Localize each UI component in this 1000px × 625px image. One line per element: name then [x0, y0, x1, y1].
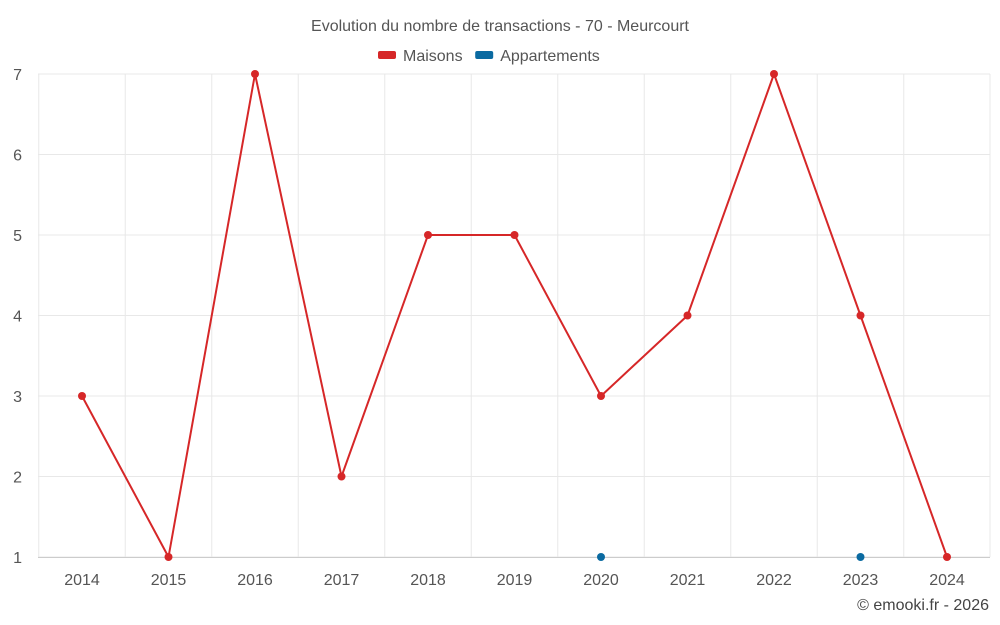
y-tick-label: 6 — [13, 148, 22, 165]
legend-item-appartements[interactable]: Appartements — [475, 48, 600, 65]
y-axis-ticks: 1 2 3 4 5 6 7 — [13, 67, 22, 567]
x-tick-label: 2018 — [410, 572, 446, 589]
x-tick-label: 2021 — [670, 572, 706, 589]
legend[interactable]: Maisons Appartements — [378, 48, 600, 65]
y-tick-label: 2 — [13, 470, 22, 487]
y-tick-label: 3 — [13, 389, 22, 406]
data-point-maisons — [856, 311, 865, 320]
legend-swatch — [378, 51, 396, 59]
y-tick-label: 4 — [13, 309, 22, 326]
data-point-maisons — [424, 231, 432, 239]
data-point-maisons — [78, 392, 86, 400]
x-tick-label: 2019 — [497, 572, 533, 589]
x-tick-label: 2014 — [64, 572, 100, 589]
x-tick-label: 2016 — [237, 572, 273, 589]
data-point-maisons — [770, 70, 778, 78]
legend-item-maisons[interactable]: Maisons — [378, 48, 463, 65]
x-tick-label: 2015 — [151, 572, 187, 589]
data-point-maisons — [251, 70, 259, 78]
data-point-maisons — [597, 392, 605, 400]
x-tick-label: 2020 — [583, 572, 619, 589]
data-point-maisons — [510, 231, 519, 239]
series-group — [78, 70, 951, 561]
y-tick-label: 7 — [13, 67, 22, 84]
x-tick-label: 2024 — [929, 572, 965, 589]
credit-text: © emooki.fr - 2026 — [857, 597, 989, 614]
x-tick-label: 2023 — [843, 572, 879, 589]
chart-title: Evolution du nombre de transactions - 70… — [311, 18, 690, 35]
data-point-maisons — [337, 472, 346, 481]
data-point-maisons — [164, 553, 173, 561]
y-tick-label: 1 — [13, 550, 22, 567]
x-tick-label: 2017 — [324, 572, 360, 589]
legend-label: Appartements — [500, 48, 600, 65]
x-tick-label: 2022 — [756, 572, 792, 589]
legend-swatch — [475, 51, 494, 59]
x-axis-ticks: 2014 2015 2016 2017 2018 2019 2020 2021 2022 2023… — [64, 572, 965, 589]
y-tick-label: 5 — [13, 228, 22, 245]
data-point-maisons — [683, 311, 692, 320]
data-point-maisons — [943, 553, 951, 561]
data-point-appartements — [597, 553, 605, 561]
data-point-appartements — [856, 553, 865, 561]
legend-label: Maisons — [403, 48, 463, 65]
